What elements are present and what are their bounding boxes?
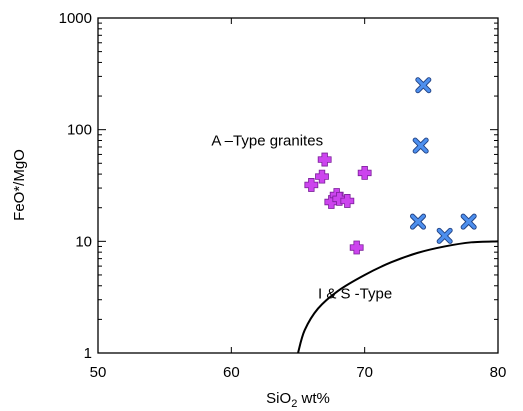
boundary-curve — [297, 240, 499, 354]
y-tick-label: 1 — [84, 345, 92, 362]
cross-stroke — [413, 138, 428, 153]
y-tick-label: 10 — [75, 233, 92, 250]
annotation-0: A –Type granites — [211, 132, 323, 149]
data-point-plus — [357, 166, 372, 180]
cross-stroke — [410, 214, 426, 229]
plot-frame — [97, 17, 499, 354]
data-point-cross — [415, 77, 432, 94]
x-tick-label: 80 — [490, 364, 507, 381]
x-tick-label: 60 — [223, 364, 240, 381]
axis-ticks: 50 60 70 80 1 10 100 1000 — [59, 10, 507, 381]
data-point-cross — [436, 227, 453, 244]
data-point-plus — [349, 240, 364, 255]
data-point-plus — [332, 191, 347, 206]
data-point-cross — [460, 213, 477, 230]
cross-stroke — [461, 214, 476, 229]
data-point-plus — [315, 169, 329, 184]
x-tick-label: 50 — [90, 364, 107, 381]
data-point-plus — [340, 194, 355, 208]
x-tick-label: 70 — [356, 364, 373, 381]
data-point-cross — [412, 137, 429, 154]
chart-marks: A –Type granites I & S -Type — [211, 77, 499, 354]
data-point-cross — [410, 213, 426, 230]
cross-stroke — [416, 78, 431, 93]
annotation-1: I & S -Type — [318, 286, 392, 303]
x-axis-title: SiO2 wt% — [266, 390, 330, 410]
y-tick-label: 100 — [67, 122, 92, 139]
y-axis-title: FeO*/MgO — [11, 149, 28, 221]
y-tick-label: 1000 — [59, 10, 92, 27]
data-point-plus — [317, 152, 332, 167]
data-point-plus — [304, 178, 319, 192]
cross-stroke — [437, 228, 452, 243]
